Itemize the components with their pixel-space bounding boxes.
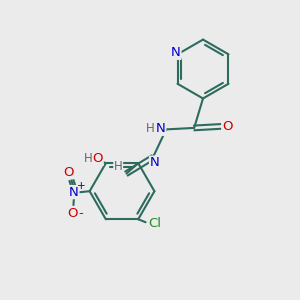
- Text: N: N: [156, 122, 166, 135]
- Text: N: N: [171, 46, 181, 59]
- Text: +: +: [77, 181, 86, 191]
- Text: O: O: [93, 152, 103, 165]
- Text: N: N: [69, 186, 79, 199]
- Text: N: N: [149, 156, 159, 169]
- Text: H: H: [84, 152, 92, 165]
- Text: -: -: [79, 207, 83, 220]
- Text: H: H: [114, 160, 123, 173]
- Text: O: O: [222, 120, 232, 133]
- Text: O: O: [68, 207, 78, 220]
- Text: H: H: [146, 122, 154, 135]
- Text: O: O: [63, 166, 74, 178]
- Text: Cl: Cl: [148, 217, 161, 230]
